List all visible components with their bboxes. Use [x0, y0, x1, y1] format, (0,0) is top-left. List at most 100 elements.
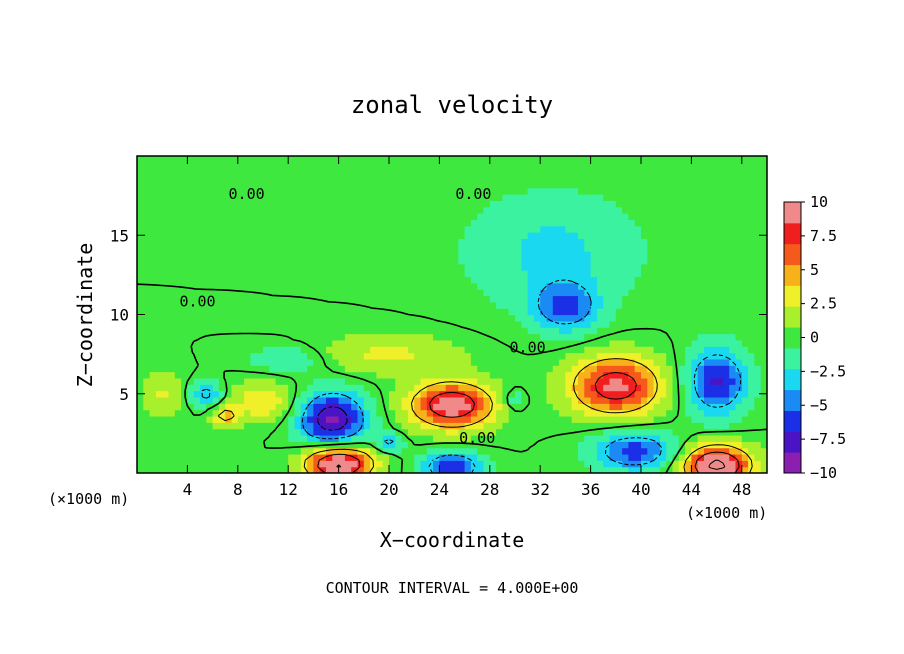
- heatmap-cell: [225, 308, 233, 316]
- heatmap-cell: [741, 352, 749, 360]
- heatmap-cell: [143, 301, 151, 309]
- heatmap-cell: [590, 422, 598, 430]
- heatmap-cell: [344, 466, 352, 473]
- heatmap-cell: [489, 453, 497, 461]
- heatmap-cell: [155, 466, 163, 473]
- heatmap-cell: [489, 371, 497, 379]
- heatmap-cell: [212, 358, 220, 366]
- heatmap-cell: [609, 200, 617, 208]
- heatmap-cell: [634, 168, 642, 176]
- heatmap-cell: [496, 263, 503, 271]
- heatmap-cell: [168, 390, 176, 398]
- heatmap-cell: [628, 396, 636, 404]
- heatmap-cell: [206, 403, 214, 411]
- heatmap-cell: [370, 371, 377, 379]
- heatmap-cell: [470, 168, 478, 176]
- heatmap-cell: [187, 225, 195, 233]
- heatmap-cell: [735, 276, 743, 284]
- heatmap-cell: [540, 447, 548, 455]
- heatmap-cell: [458, 314, 466, 322]
- heatmap-cell: [685, 384, 692, 392]
- heatmap-cell: [559, 162, 566, 170]
- heatmap-cell: [200, 301, 207, 309]
- heatmap-cell: [162, 257, 170, 265]
- heatmap-cell: [319, 390, 327, 398]
- heatmap-cell: [552, 244, 560, 252]
- heatmap-cell: [269, 333, 277, 341]
- heatmap-cell: [200, 453, 207, 461]
- heatmap-cell: [722, 447, 730, 455]
- heatmap-cell: [433, 162, 440, 170]
- heatmap-cell: [244, 200, 251, 208]
- heatmap-cell: [659, 257, 667, 265]
- heatmap-cell: [515, 434, 522, 442]
- heatmap-cell: [527, 308, 535, 316]
- heatmap-cell: [628, 238, 636, 246]
- heatmap-cell: [659, 384, 667, 392]
- heatmap-cell: [489, 213, 497, 220]
- heatmap-cell: [508, 276, 516, 284]
- heatmap-cell: [231, 270, 239, 278]
- heatmap-cell: [603, 194, 611, 201]
- heatmap-cell: [181, 352, 188, 360]
- heatmap-cell: [376, 168, 384, 176]
- heatmap-cell: [363, 194, 371, 201]
- heatmap-cell: [496, 232, 503, 240]
- heatmap-cell: [187, 308, 195, 316]
- heatmap-cell: [521, 282, 529, 290]
- heatmap-cell: [666, 314, 674, 322]
- heatmap-cell: [137, 244, 144, 252]
- heatmap-cell: [200, 295, 207, 303]
- heatmap-cell: [508, 403, 516, 411]
- heatmap-cell: [615, 403, 623, 411]
- heatmap-cell: [678, 213, 686, 220]
- heatmap-cell: [426, 162, 434, 170]
- heatmap-cell: [231, 441, 239, 449]
- heatmap-cell: [231, 333, 239, 341]
- heatmap-cell: [571, 194, 579, 201]
- heatmap-cell: [571, 263, 579, 271]
- heatmap-cell: [615, 301, 623, 309]
- heatmap-cell: [596, 225, 604, 233]
- heatmap-cell: [401, 225, 409, 233]
- heatmap-cell: [615, 308, 623, 316]
- heatmap-cell: [748, 358, 755, 366]
- heatmap-cell: [584, 263, 592, 271]
- heatmap-cell: [477, 225, 485, 233]
- heatmap-cell: [420, 460, 428, 468]
- heatmap-cell: [603, 206, 611, 214]
- heatmap-cell: [363, 390, 371, 398]
- heatmap-cell: [741, 327, 749, 335]
- heatmap-cell: [288, 175, 296, 182]
- heatmap-cell: [263, 384, 270, 392]
- heatmap-cell: [590, 181, 598, 189]
- heatmap-cell: [590, 396, 598, 404]
- heatmap-cell: [420, 358, 428, 366]
- heatmap-cell: [628, 225, 636, 233]
- heatmap-cell: [540, 206, 548, 214]
- heatmap-cell: [735, 403, 743, 411]
- heatmap-cell: [596, 187, 604, 195]
- heatmap-cell: [395, 396, 403, 404]
- heatmap-cell: [559, 187, 566, 195]
- heatmap-cell: [225, 390, 233, 398]
- heatmap-cell: [332, 225, 340, 233]
- heatmap-cell: [332, 377, 340, 385]
- heatmap-cell: [193, 282, 201, 290]
- heatmap-cell: [685, 422, 692, 430]
- heatmap-cell: [269, 358, 277, 366]
- heatmap-cell: [748, 238, 755, 246]
- heatmap-cell: [672, 377, 680, 385]
- heatmap-cell: [754, 358, 762, 366]
- heatmap-cell: [502, 295, 510, 303]
- heatmap-cell: [691, 244, 699, 252]
- heatmap-cell: [439, 175, 447, 182]
- heatmap-cell: [357, 219, 365, 227]
- heatmap-cell: [206, 232, 214, 240]
- heatmap-cell: [445, 453, 453, 461]
- heatmap-cell: [722, 282, 730, 290]
- heatmap-cell: [307, 263, 314, 271]
- heatmap-cell: [578, 162, 585, 170]
- heatmap-cell: [420, 295, 428, 303]
- heatmap-cell: [162, 270, 170, 278]
